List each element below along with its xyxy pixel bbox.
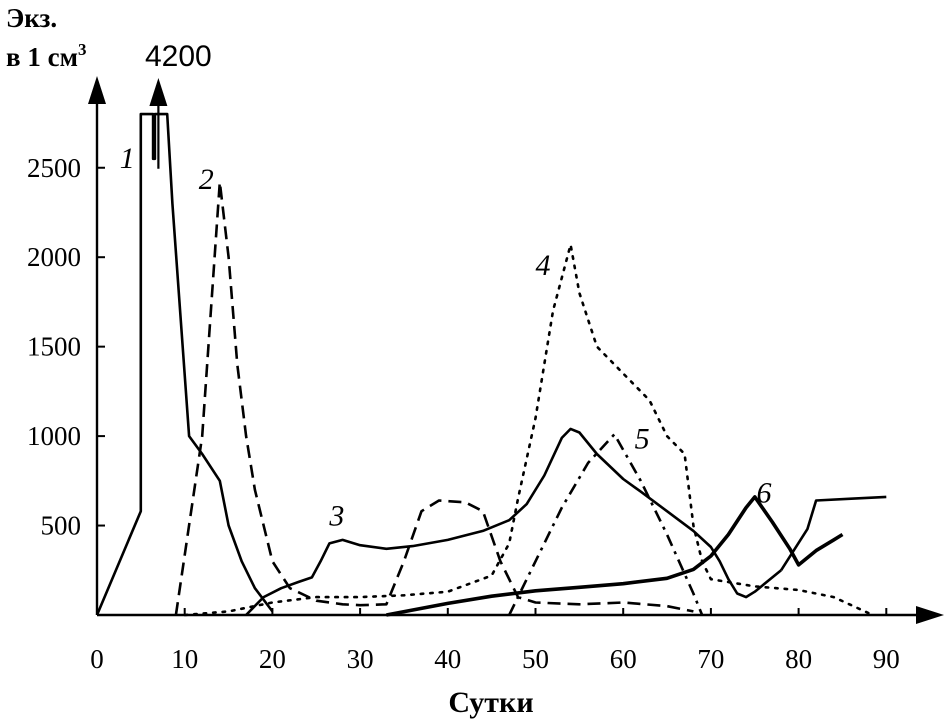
- annotations: 4200: [145, 40, 212, 169]
- x-tick-label: 50: [522, 644, 549, 674]
- y-axis-label-sup: 3: [78, 40, 87, 59]
- series-line-1: [95, 112, 274, 616]
- x-tick-label: 30: [347, 644, 374, 674]
- y-tick-label: 1500: [27, 332, 81, 362]
- x-tick-label: 60: [610, 644, 637, 674]
- x-tick-label: 90: [873, 644, 900, 674]
- series-line-extra-6: [780, 495, 887, 571]
- y-tick-label: 1000: [27, 421, 81, 451]
- x-tick-label: 80: [785, 644, 812, 674]
- series-line-3: [245, 427, 782, 616]
- series-label-5: 5: [635, 423, 650, 456]
- peak-arrow-head: [149, 78, 168, 106]
- axes: [88, 76, 944, 624]
- series-line-6: [386, 495, 844, 617]
- y-axis-label-line1: Экз.: [6, 3, 57, 33]
- series-label-6: 6: [757, 476, 772, 509]
- series-label-2: 2: [199, 163, 214, 196]
- series-label-3: 3: [328, 500, 344, 533]
- x-tick-label: 10: [171, 644, 198, 674]
- x-axis-arrow: [916, 606, 944, 624]
- peak-annotation: 4200: [145, 40, 212, 73]
- y-tick-label: 500: [41, 511, 82, 541]
- y-tick-label: 2000: [27, 242, 81, 272]
- x-tick-label: 70: [697, 644, 724, 674]
- series-label-4: 4: [536, 249, 551, 282]
- series-layer: [95, 112, 887, 617]
- x-axis-label: Сутки: [448, 686, 533, 719]
- series-line-2: [174, 180, 694, 616]
- y-axis-label-line2: в 1 см3: [6, 40, 86, 72]
- series-line-4: [183, 243, 871, 617]
- series-labels: 1 2 3 4 5 6: [120, 142, 772, 533]
- ticks: 0 10 20 30 40 50 60 70 80 90 500 1000 1500 2000 2500: [27, 153, 900, 674]
- x-tick-label: 40: [434, 644, 461, 674]
- y-axis-label-main: в 1 см: [6, 42, 78, 72]
- x-tick-label: 20: [259, 644, 286, 674]
- y-tick-label: 2500: [27, 153, 81, 183]
- series-label-1: 1: [120, 142, 135, 175]
- y-axis-arrow: [88, 76, 106, 104]
- x-tick-label: 0: [90, 644, 104, 674]
